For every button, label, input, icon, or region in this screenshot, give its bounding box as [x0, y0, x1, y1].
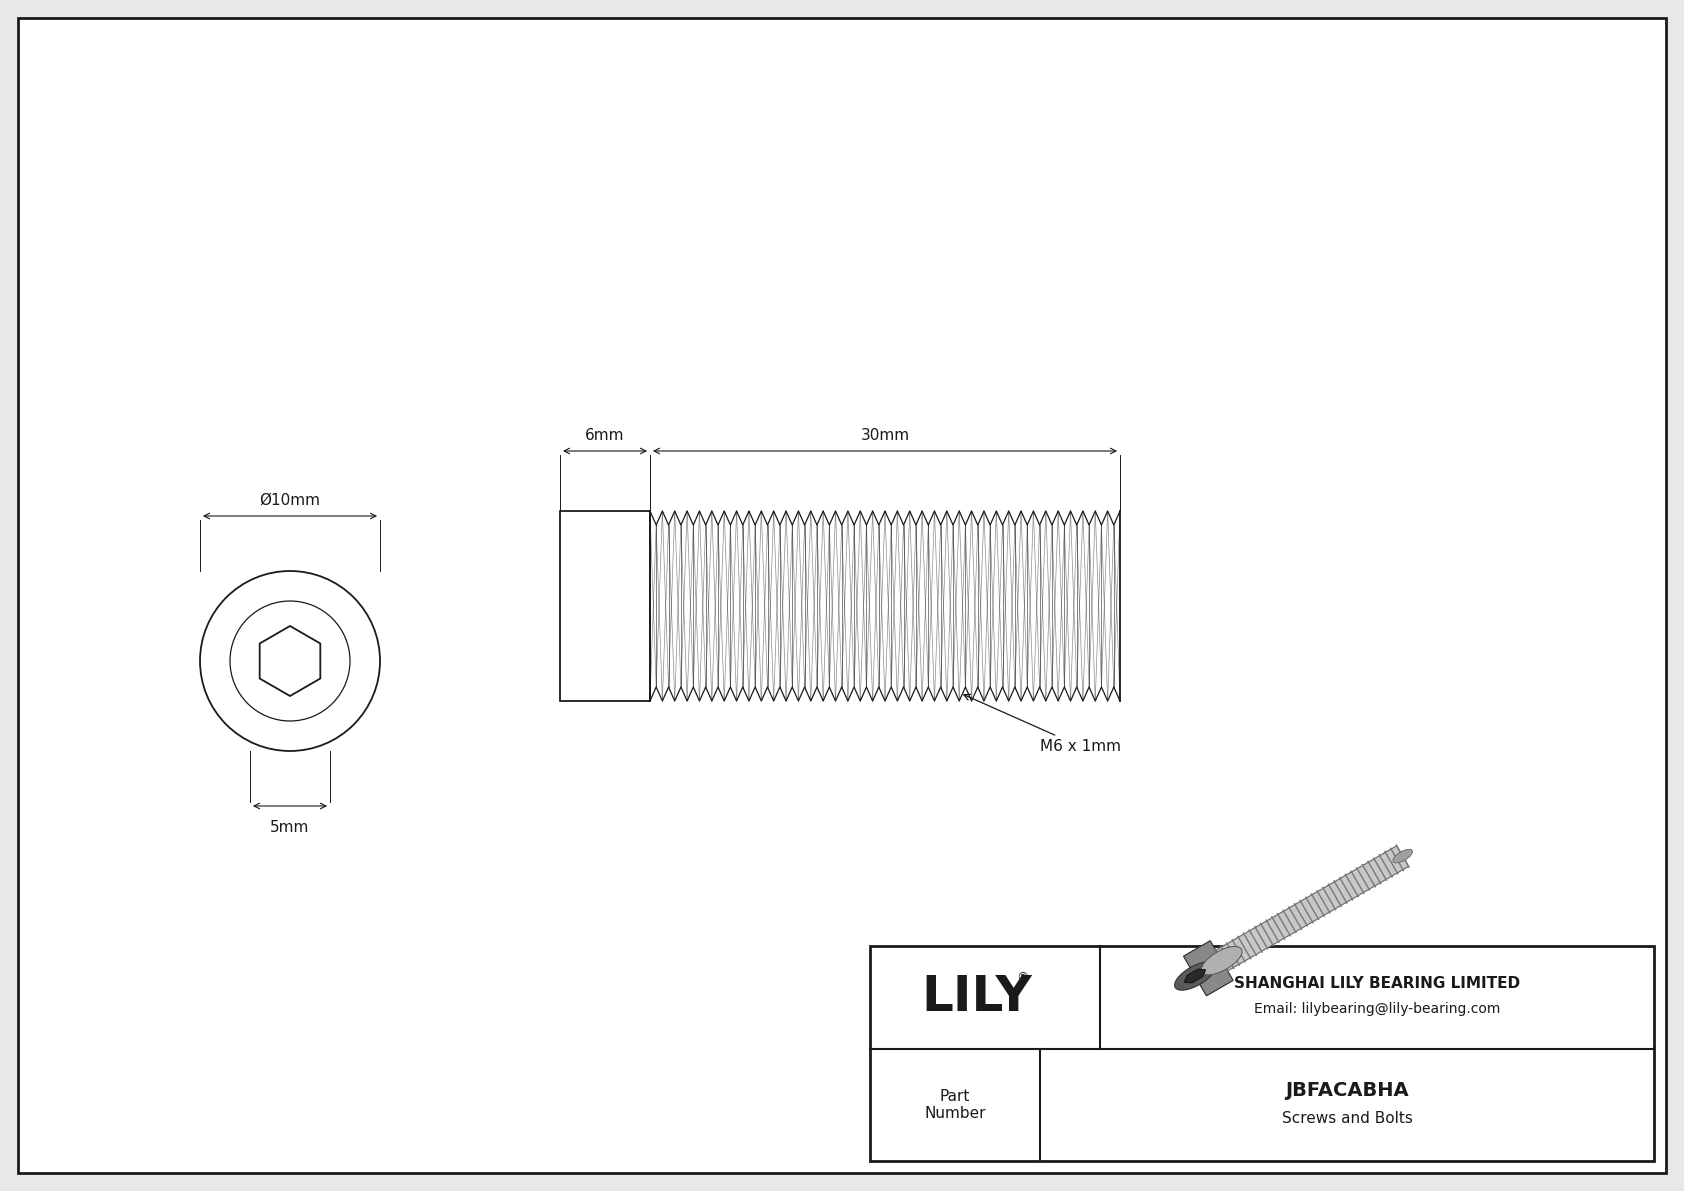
Text: Part
Number: Part Number [925, 1089, 985, 1121]
Text: 30mm: 30mm [861, 428, 909, 443]
Text: 5mm: 5mm [271, 819, 310, 835]
Ellipse shape [1201, 947, 1243, 974]
Text: LILY: LILY [921, 973, 1032, 1021]
Text: Screws and Bolts: Screws and Bolts [1282, 1111, 1413, 1127]
Text: JBFACABHA: JBFACABHA [1285, 1081, 1410, 1100]
Text: Email: lilybearing@lily-bearing.com: Email: lilybearing@lily-bearing.com [1255, 1003, 1500, 1016]
Text: ®: ® [1017, 971, 1029, 984]
Polygon shape [1184, 941, 1233, 996]
Text: M6 x 1mm: M6 x 1mm [963, 694, 1122, 754]
Text: Ø10mm: Ø10mm [259, 493, 320, 509]
Polygon shape [1184, 941, 1233, 996]
Text: 6mm: 6mm [586, 428, 625, 443]
Text: SHANGHAI LILY BEARING LIMITED: SHANGHAI LILY BEARING LIMITED [1234, 975, 1521, 991]
Ellipse shape [1393, 849, 1413, 862]
Bar [871, 946, 1654, 1161]
Polygon shape [1184, 969, 1206, 983]
Polygon shape [1216, 846, 1408, 971]
Ellipse shape [1175, 962, 1216, 990]
Bar [561, 511, 650, 701]
